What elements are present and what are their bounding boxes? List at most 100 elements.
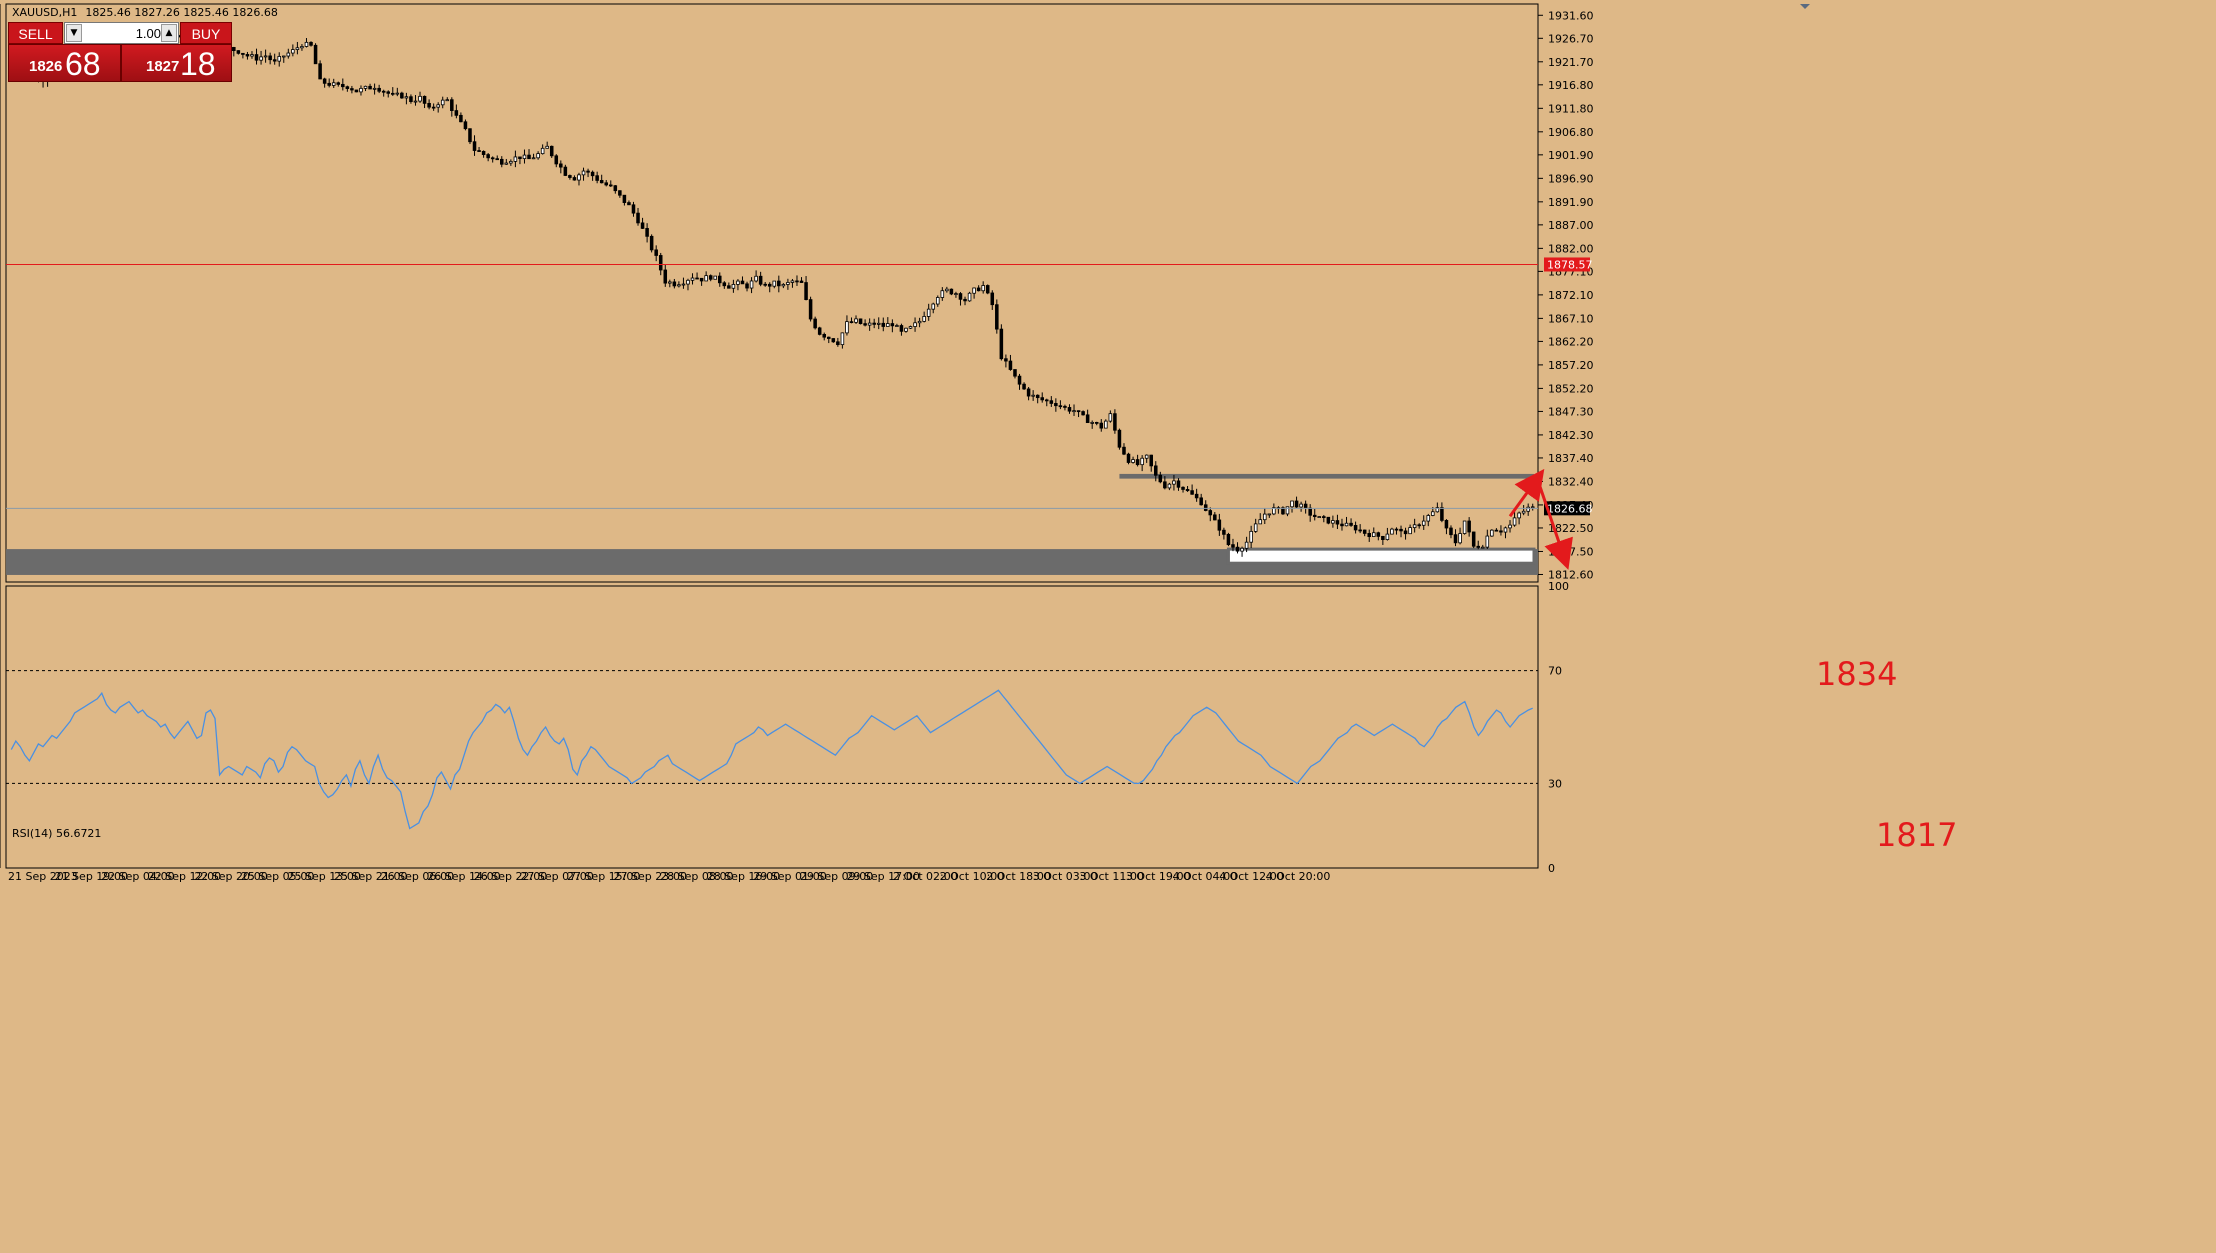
zone-inner-range xyxy=(1226,547,1536,565)
time-label: 27 Sep 23:00 xyxy=(614,870,687,883)
candle xyxy=(727,285,731,289)
candle xyxy=(291,49,295,54)
candle xyxy=(1085,414,1090,424)
lot-decrease-icon[interactable]: ▼ xyxy=(66,24,82,42)
buy-price-main: 1827 xyxy=(146,58,180,75)
candle xyxy=(1263,513,1267,521)
candle xyxy=(481,150,486,155)
candle xyxy=(1122,446,1126,455)
ohlc-label: 1825.46 1827.26 1825.46 1826.68 xyxy=(85,6,277,19)
buy-price-pips: 18 xyxy=(180,46,216,82)
time-label: 28 Sep 16:00 xyxy=(707,870,780,883)
candle xyxy=(1185,489,1190,492)
candle xyxy=(1412,524,1417,528)
candle xyxy=(1104,420,1108,429)
buy-price-button[interactable]: 1827 18 xyxy=(121,44,232,82)
candle xyxy=(604,182,608,186)
candle xyxy=(936,297,940,305)
price-tick-label: 1867.10 xyxy=(1548,312,1594,325)
candle xyxy=(677,284,681,287)
candle xyxy=(513,156,518,162)
candle xyxy=(1471,531,1476,547)
sell-price-button[interactable]: 1826 68 xyxy=(8,44,121,82)
candle xyxy=(540,147,545,155)
time-label: 3 Oct 19:00 xyxy=(1126,870,1191,883)
candle xyxy=(1172,480,1176,485)
candle xyxy=(463,121,468,130)
candle xyxy=(1385,533,1390,540)
candle xyxy=(236,50,241,54)
candle xyxy=(341,83,345,88)
candle xyxy=(1376,532,1381,537)
price-tick-label: 1896.90 xyxy=(1548,172,1594,185)
candle xyxy=(1017,375,1022,385)
candle xyxy=(309,41,313,46)
candle xyxy=(945,288,949,292)
candle xyxy=(772,280,777,287)
candle xyxy=(1249,530,1253,543)
candle xyxy=(972,287,976,294)
candle xyxy=(559,163,563,168)
candle xyxy=(1285,506,1290,515)
candle xyxy=(1394,528,1399,531)
candle xyxy=(300,46,304,49)
sell-price-pips: 68 xyxy=(65,46,101,82)
candle xyxy=(931,303,935,310)
candle xyxy=(1226,533,1231,546)
candle xyxy=(1135,459,1140,466)
time-label: 3 Oct 03:00 xyxy=(1033,870,1098,883)
time-label: 25 Sep 05:00 xyxy=(241,870,314,883)
candle xyxy=(427,102,431,108)
candle xyxy=(586,170,590,173)
candle xyxy=(926,308,931,317)
candle xyxy=(1340,523,1344,527)
candle xyxy=(549,145,554,157)
candle xyxy=(831,338,836,343)
candle xyxy=(277,56,281,62)
sell-button[interactable]: SELL xyxy=(8,22,63,44)
lot-size-input[interactable] xyxy=(83,24,163,42)
candle xyxy=(1431,511,1435,516)
candle xyxy=(1144,454,1149,459)
candle xyxy=(486,154,490,159)
candle xyxy=(854,318,858,323)
price-tick-label: 1862.20 xyxy=(1548,335,1594,348)
candle xyxy=(1421,520,1426,526)
candle xyxy=(1344,522,1349,527)
candle xyxy=(658,255,663,271)
candle xyxy=(840,332,845,346)
candle xyxy=(1113,413,1117,431)
candle xyxy=(699,277,704,282)
candle xyxy=(1476,545,1480,548)
time-label: 26 Sep 22:00 xyxy=(474,870,547,883)
candle xyxy=(386,91,390,94)
candle xyxy=(1508,524,1512,529)
candle xyxy=(813,318,817,329)
candle xyxy=(736,280,740,285)
candle xyxy=(318,63,322,80)
candle xyxy=(663,269,668,284)
candle xyxy=(536,153,540,159)
current-price-label: 1826.68 xyxy=(1547,502,1593,515)
candle xyxy=(1458,533,1462,544)
candle xyxy=(690,277,695,281)
candle xyxy=(613,185,618,192)
candle xyxy=(1235,546,1240,552)
candle xyxy=(500,158,504,165)
zone-upper-zone xyxy=(1119,473,1534,479)
lot-increase-icon[interactable]: ▲ xyxy=(161,24,177,42)
price-tick-label: 1857.20 xyxy=(1548,359,1594,372)
time-label: 29 Sep 17:00 xyxy=(846,870,919,883)
candle xyxy=(704,275,708,282)
price-tick-label: 1847.30 xyxy=(1548,405,1594,418)
buy-button[interactable]: BUY xyxy=(180,22,232,44)
rsi-line xyxy=(10,689,1533,830)
candle xyxy=(758,275,763,285)
candle xyxy=(418,95,422,102)
candle xyxy=(1303,503,1308,509)
candle xyxy=(963,298,967,302)
time-label: 2 Oct 10:00 xyxy=(940,870,1005,883)
candle xyxy=(563,166,568,176)
candle xyxy=(1462,520,1467,534)
